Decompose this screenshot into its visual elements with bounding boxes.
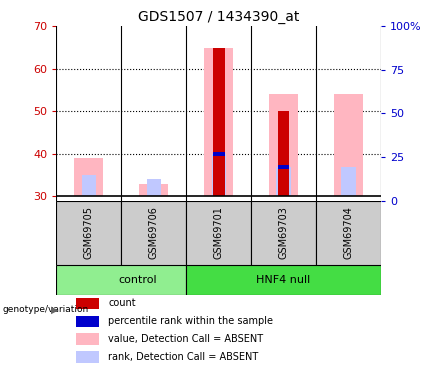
Text: rank, Detection Call = ABSENT: rank, Detection Call = ABSENT (108, 352, 259, 362)
Bar (213, 152, 224, 156)
Text: control: control (118, 275, 157, 285)
Bar (121, 201, 186, 265)
Text: GSM69703: GSM69703 (278, 206, 289, 259)
Text: GSM69706: GSM69706 (149, 206, 159, 259)
Text: GSM69705: GSM69705 (84, 206, 94, 259)
Bar (204, 48, 233, 196)
Bar (269, 94, 298, 196)
Bar (316, 201, 381, 265)
Text: GSM69704: GSM69704 (343, 206, 354, 259)
Bar (139, 184, 168, 196)
Text: ▶: ▶ (51, 304, 58, 314)
Title: GDS1507 / 1434390_at: GDS1507 / 1434390_at (138, 10, 299, 24)
Text: value, Detection Call = ABSENT: value, Detection Call = ABSENT (108, 334, 263, 344)
Bar (76, 333, 99, 345)
Bar (278, 111, 290, 196)
Text: genotype/variation: genotype/variation (2, 305, 88, 314)
Bar (76, 298, 99, 309)
Bar (186, 201, 251, 265)
Text: count: count (108, 298, 136, 308)
Bar (334, 94, 363, 196)
Text: GSM69701: GSM69701 (213, 206, 224, 259)
Bar (56, 265, 186, 295)
Text: HNF4 null: HNF4 null (256, 275, 311, 285)
Bar (277, 167, 291, 196)
Bar (213, 48, 224, 196)
Bar (56, 201, 121, 265)
Text: percentile rank within the sample: percentile rank within the sample (108, 316, 273, 326)
Bar (81, 175, 96, 196)
Bar (278, 165, 290, 169)
Bar (76, 351, 99, 363)
Bar (74, 158, 103, 196)
Bar (186, 265, 381, 295)
Bar (341, 167, 355, 196)
Bar (146, 180, 161, 196)
Bar (76, 315, 99, 327)
Bar (211, 154, 226, 196)
Bar (251, 201, 316, 265)
